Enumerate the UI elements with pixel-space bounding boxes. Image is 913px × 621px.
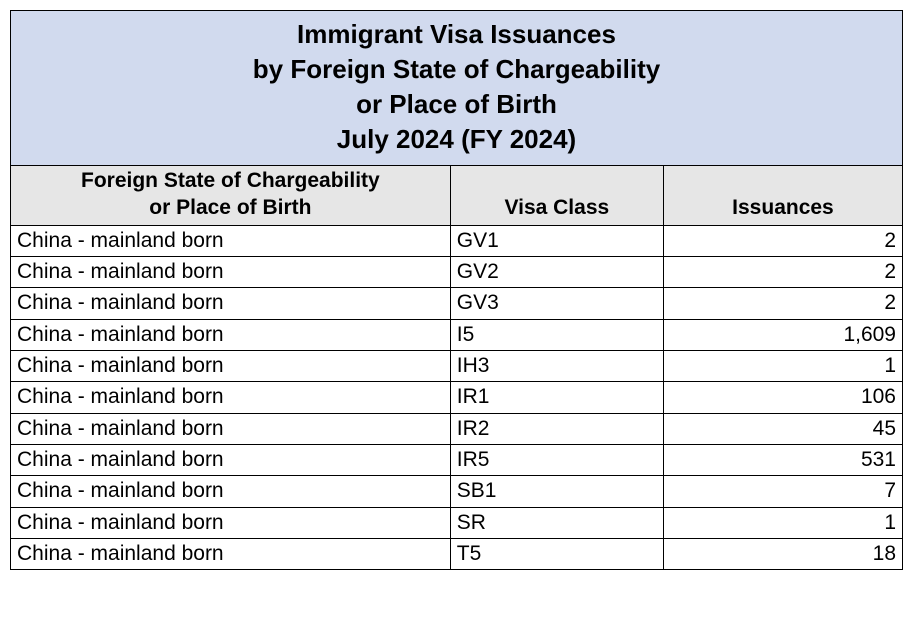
- visa-issuance-table: Immigrant Visa Issuances by Foreign State…: [10, 10, 903, 570]
- table-row: China - mainland bornIR245: [11, 413, 903, 444]
- table-cell: SB1: [450, 476, 663, 507]
- column-header: Visa Class: [450, 166, 663, 226]
- table-row: China - mainland bornI51,609: [11, 319, 903, 350]
- table-cell: GV3: [450, 288, 663, 319]
- column-header-row: Foreign State of Chargeability or Place o…: [11, 166, 903, 226]
- table-cell: 1: [663, 507, 902, 538]
- table-cell: 1,609: [663, 319, 902, 350]
- table-cell: China - mainland born: [11, 476, 451, 507]
- column-header-line: Visa Class: [504, 196, 609, 219]
- table-cell: China - mainland born: [11, 444, 451, 475]
- table-row: China - mainland bornGV12: [11, 225, 903, 256]
- title-line: or Place of Birth: [356, 89, 557, 119]
- column-header-line: Issuances: [732, 196, 834, 219]
- table-row: China - mainland bornSR1: [11, 507, 903, 538]
- table-cell: GV1: [450, 225, 663, 256]
- table-cell: China - mainland born: [11, 507, 451, 538]
- column-header-line: or Place of Birth: [149, 196, 311, 219]
- table-cell: China - mainland born: [11, 382, 451, 413]
- title-line: July 2024 (FY 2024): [337, 124, 576, 154]
- table-cell: China - mainland born: [11, 351, 451, 382]
- column-header: Issuances: [663, 166, 902, 226]
- table-cell: 2: [663, 257, 902, 288]
- table-cell: GV2: [450, 257, 663, 288]
- table-cell: 2: [663, 225, 902, 256]
- table-body: China - mainland bornGV12China - mainlan…: [11, 225, 903, 569]
- table-row: China - mainland bornIR1106: [11, 382, 903, 413]
- table-cell: IR1: [450, 382, 663, 413]
- table-row: China - mainland bornT518: [11, 538, 903, 569]
- table-cell: 7: [663, 476, 902, 507]
- title-line: by Foreign State of Chargeability: [253, 54, 660, 84]
- table-cell: China - mainland born: [11, 225, 451, 256]
- table-cell: 531: [663, 444, 902, 475]
- table-cell: 1: [663, 351, 902, 382]
- table-row: China - mainland bornIR5531: [11, 444, 903, 475]
- table-row: China - mainland bornGV22: [11, 257, 903, 288]
- table-cell: China - mainland born: [11, 538, 451, 569]
- table-cell: 45: [663, 413, 902, 444]
- table-title: Immigrant Visa Issuances by Foreign State…: [11, 11, 903, 166]
- table-cell: IR5: [450, 444, 663, 475]
- table-cell: 106: [663, 382, 902, 413]
- table-row: China - mainland bornGV32: [11, 288, 903, 319]
- table-cell: China - mainland born: [11, 257, 451, 288]
- table-cell: China - mainland born: [11, 413, 451, 444]
- table-cell: 2: [663, 288, 902, 319]
- table-row: China - mainland bornSB17: [11, 476, 903, 507]
- table-cell: 18: [663, 538, 902, 569]
- title-line: Immigrant Visa Issuances: [297, 19, 616, 49]
- visa-table-container: Immigrant Visa Issuances by Foreign State…: [10, 10, 903, 570]
- column-header: Foreign State of Chargeability or Place o…: [11, 166, 451, 226]
- table-cell: I5: [450, 319, 663, 350]
- table-cell: SR: [450, 507, 663, 538]
- column-header-line: Foreign State of Chargeability: [81, 169, 380, 192]
- table-row: China - mainland bornIH31: [11, 351, 903, 382]
- table-cell: T5: [450, 538, 663, 569]
- table-cell: China - mainland born: [11, 319, 451, 350]
- table-cell: IH3: [450, 351, 663, 382]
- table-cell: China - mainland born: [11, 288, 451, 319]
- table-cell: IR2: [450, 413, 663, 444]
